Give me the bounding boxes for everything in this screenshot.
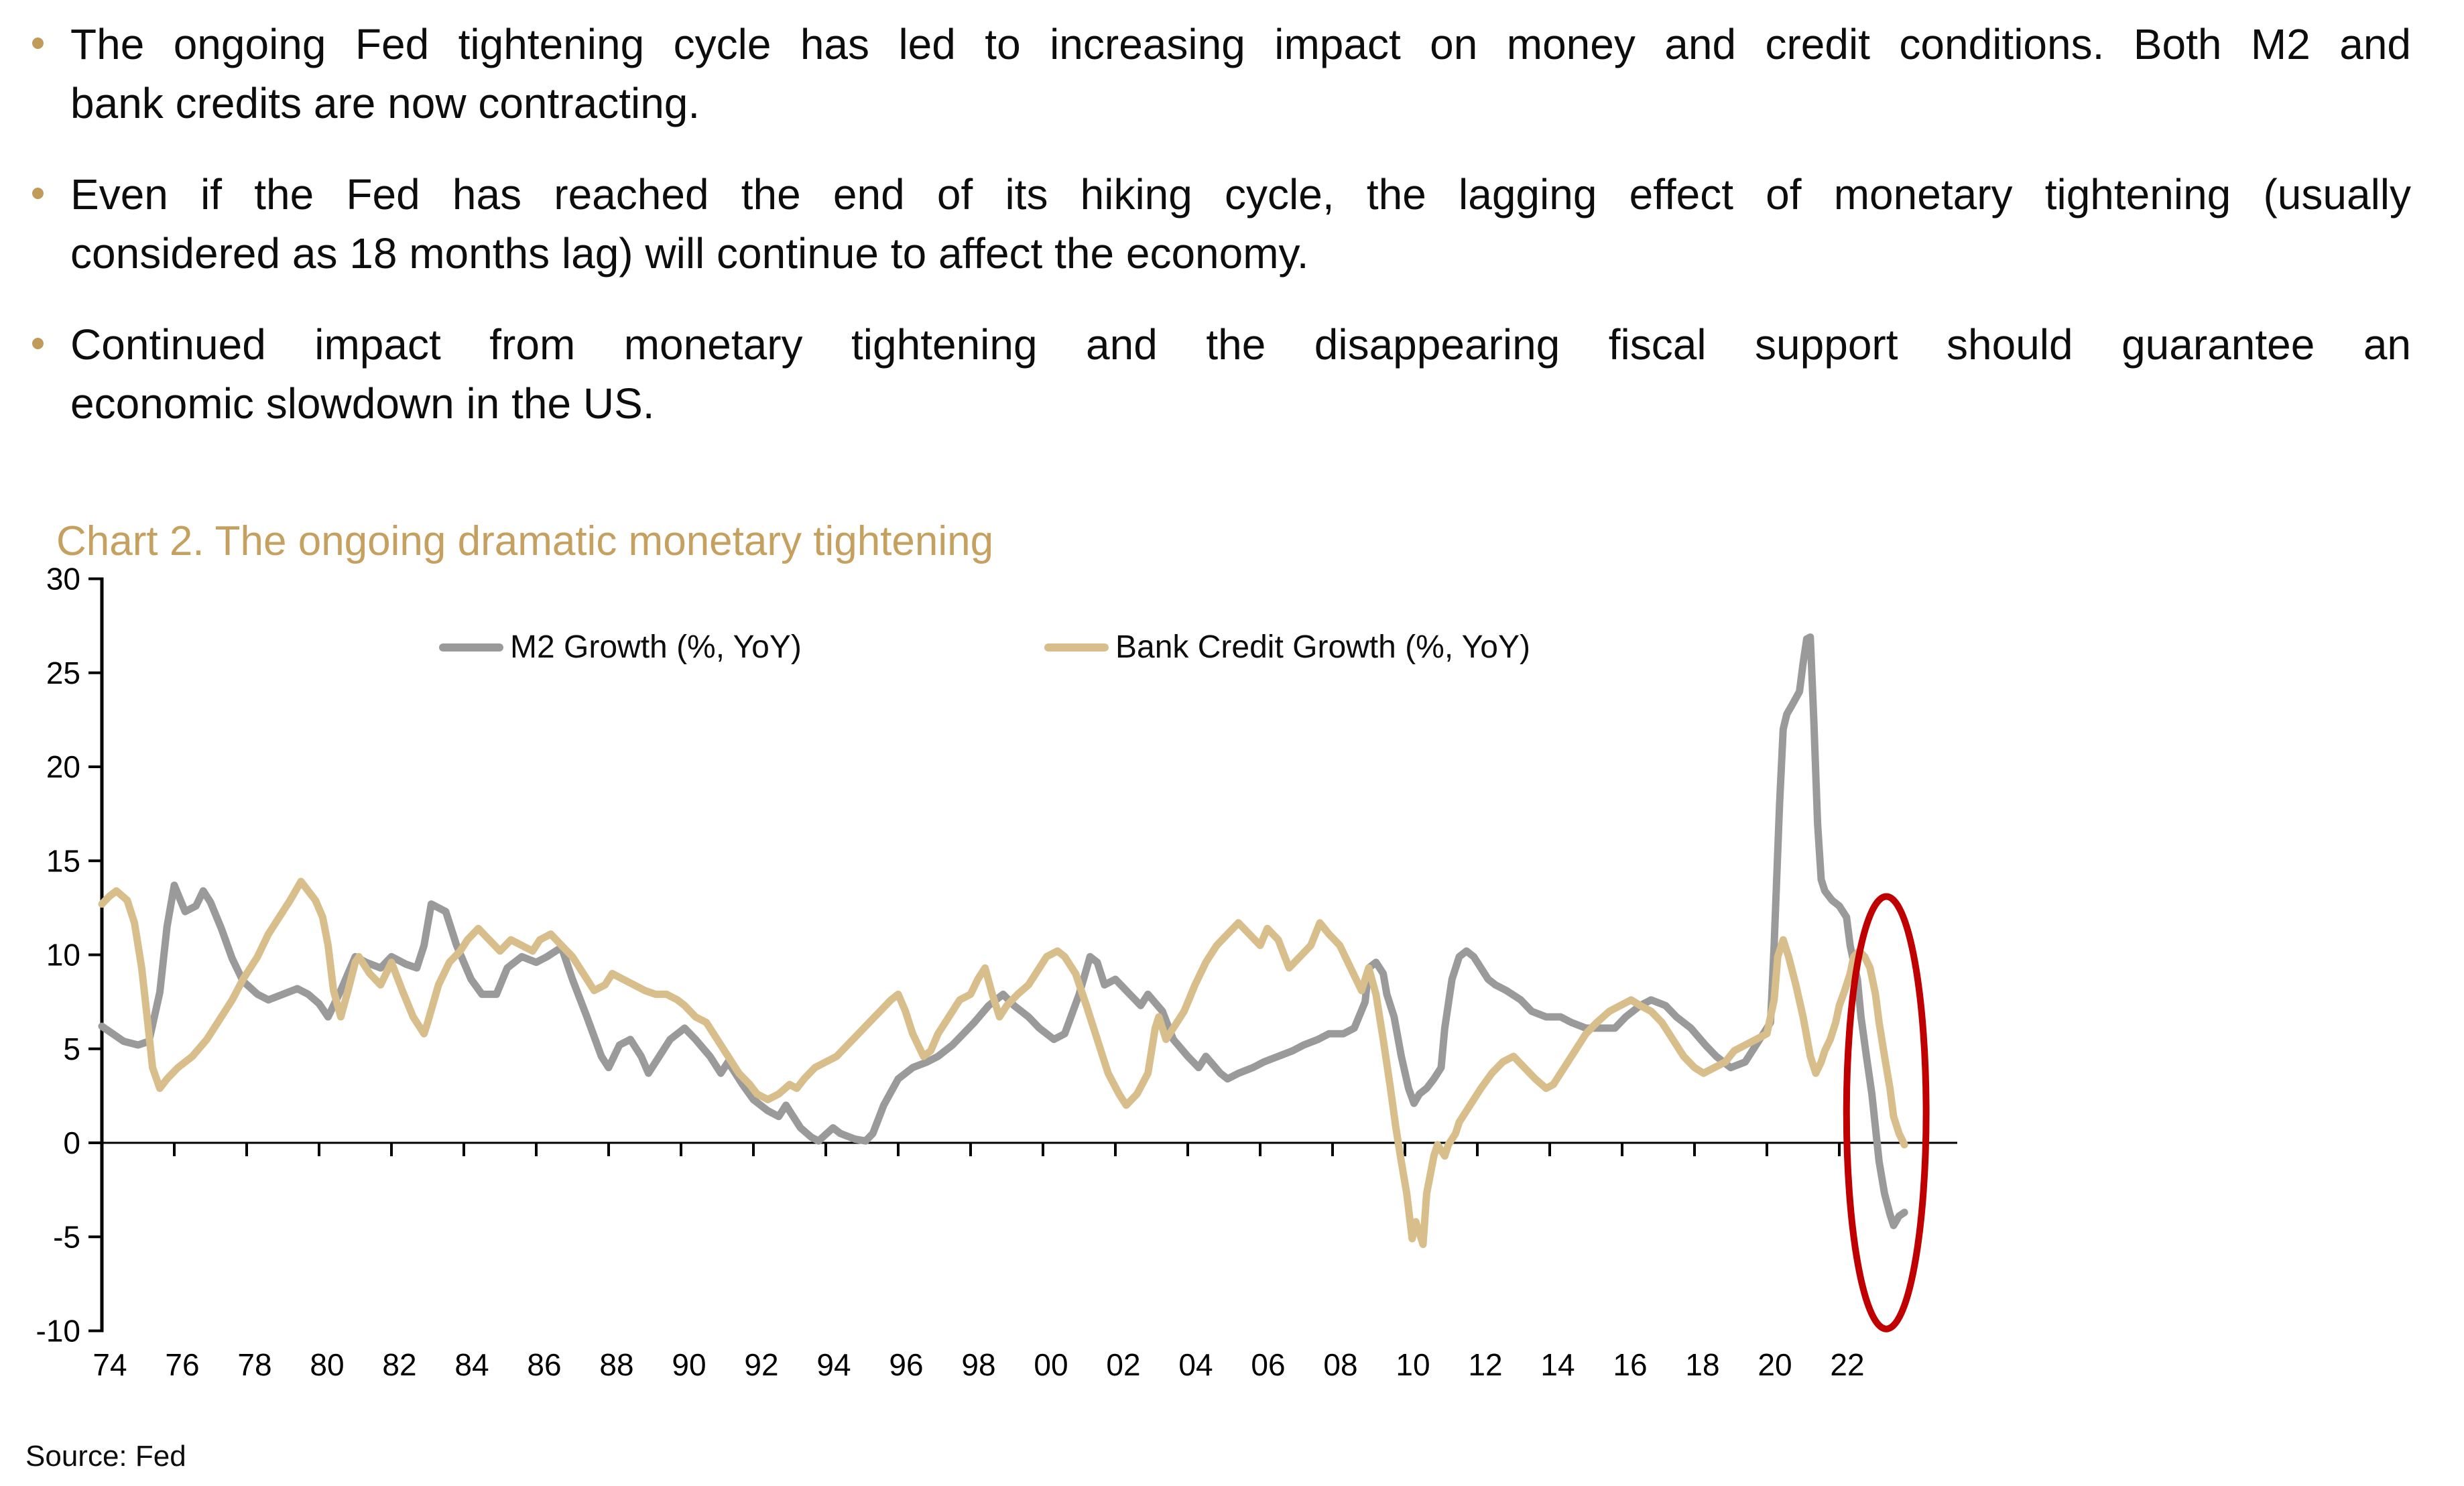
bullet-icon — [32, 338, 44, 349]
x-tick-label: 16 — [1613, 1347, 1647, 1382]
x-tick-label: 86 — [527, 1347, 561, 1382]
bullet-icon — [32, 188, 44, 199]
x-tick-label: 82 — [382, 1347, 416, 1382]
x-tick-label: 00 — [1034, 1347, 1068, 1382]
x-tick-label: 06 — [1251, 1347, 1285, 1382]
y-tick-label: 10 — [46, 938, 80, 973]
x-tick-label: 90 — [672, 1347, 706, 1382]
x-tick-label: 84 — [454, 1347, 489, 1382]
highlight-ellipse — [1843, 893, 1930, 1333]
y-tick-label: -5 — [53, 1219, 80, 1254]
bullet-text-line: Continued impact from monetary tightenin… — [70, 320, 2411, 369]
x-tick-label: 88 — [599, 1347, 633, 1382]
x-tick-label: 76 — [165, 1347, 199, 1382]
x-tick-label: 78 — [237, 1347, 271, 1382]
legend-label: M2 Growth (%, YoY) — [510, 629, 802, 665]
bank-credit-growth-line — [98, 877, 1908, 1248]
bullet-item: Even if the Fed has reached the end of i… — [28, 165, 2414, 283]
x-tick-label: 14 — [1540, 1347, 1575, 1382]
legend-item-bank-credit-growth: Bank Credit Growth (%, YoY) — [1044, 629, 1530, 666]
bank-credit-line-swatch — [1044, 643, 1109, 652]
m2-line-swatch — [439, 643, 503, 652]
x-tick-label: 08 — [1323, 1347, 1357, 1382]
bullet-text-line: The ongoing Fed tightening cycle has led… — [70, 20, 2411, 68]
x-tick-label: 18 — [1685, 1347, 1719, 1382]
x-tick-label: 10 — [1396, 1347, 1430, 1382]
legend-label: Bank Credit Growth (%, YoY) — [1115, 629, 1530, 665]
y-tick-label: 0 — [63, 1125, 80, 1160]
y-tick-label: 15 — [46, 843, 80, 878]
m2-growth-line — [98, 633, 1908, 1229]
x-tick-label: 94 — [816, 1347, 851, 1382]
x-tick-label: 20 — [1758, 1347, 1792, 1382]
bullet-text: The ongoing Fed tightening cycle has led… — [70, 15, 2411, 133]
y-tick-label: -10 — [36, 1314, 80, 1349]
x-tick-label: 80 — [310, 1347, 344, 1382]
bullet-text-line: bank credits are now contracting. — [70, 79, 700, 127]
y-tick-label: 5 — [63, 1032, 80, 1066]
bullet-text: Even if the Fed has reached the end of i… — [70, 165, 2411, 283]
bullet-text-line: economic slowdown in the US. — [70, 379, 655, 428]
legend-item-m2-growth: M2 Growth (%, YoY) — [439, 629, 802, 666]
bullet-icon — [32, 38, 44, 49]
x-tick-label: 98 — [961, 1347, 995, 1382]
bullet-list: The ongoing Fed tightening cycle has led… — [28, 15, 2414, 465]
x-tick-label: 02 — [1106, 1347, 1140, 1382]
y-tick-label: 25 — [46, 656, 80, 690]
x-tick-label: 12 — [1468, 1347, 1502, 1382]
bullet-item: The ongoing Fed tightening cycle has led… — [28, 15, 2414, 133]
source-note: Source: Fed — [25, 1440, 186, 1473]
x-tick-label: 22 — [1830, 1347, 1864, 1382]
chart-title: Chart 2. The ongoing dramatic monetary t… — [56, 518, 994, 564]
y-tick-label: 20 — [46, 749, 80, 784]
bullet-text: Continued impact from monetary tightenin… — [70, 315, 2411, 433]
bullet-item: Continued impact from monetary tightenin… — [28, 315, 2414, 433]
x-tick-label: 96 — [889, 1347, 923, 1382]
x-tick-label: 92 — [744, 1347, 778, 1382]
y-tick-label: 30 — [46, 562, 80, 597]
x-tick-label: 74 — [93, 1347, 127, 1382]
x-tick-label: 04 — [1178, 1347, 1213, 1382]
bullet-text-line: considered as 18 months lag) will contin… — [70, 229, 1309, 277]
bullet-text-line: Even if the Fed has reached the end of i… — [70, 170, 2411, 219]
